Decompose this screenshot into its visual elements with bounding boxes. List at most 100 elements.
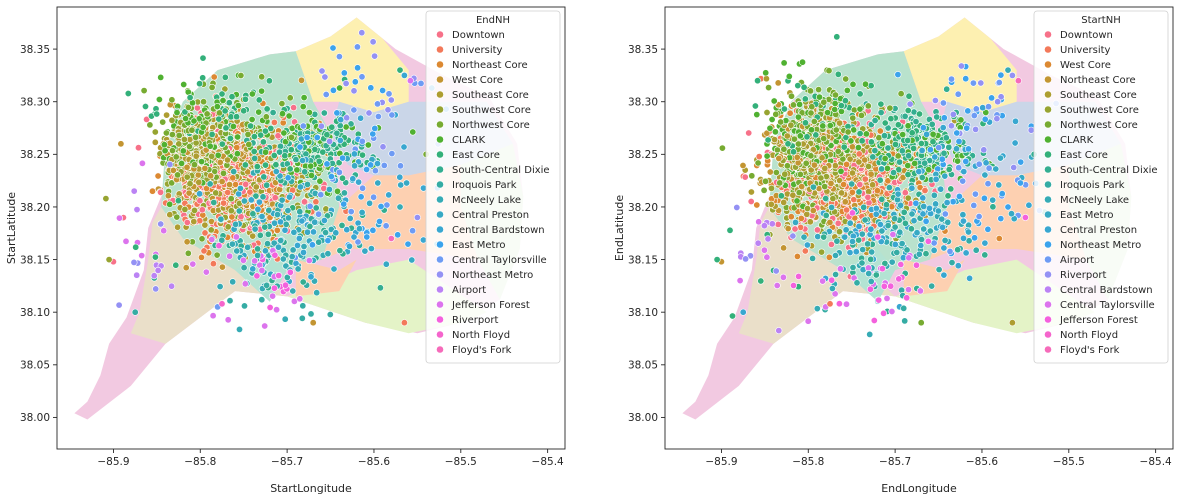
scatter-point <box>971 234 979 242</box>
x-axis-label: EndLongitude <box>881 482 957 495</box>
scatter-point <box>233 150 241 158</box>
scatter-point <box>833 237 841 245</box>
scatter-point <box>929 130 937 138</box>
scatter-point <box>157 220 165 228</box>
scatter-point <box>353 43 361 51</box>
scatter-point <box>923 130 931 138</box>
scatter-point <box>186 143 194 151</box>
legend-label: Southeast Core <box>1060 90 1137 101</box>
scatter-point <box>836 265 844 273</box>
legend-marker <box>436 285 444 294</box>
scatter-point <box>908 184 916 192</box>
scatter-point <box>335 53 343 61</box>
scatter-point <box>274 243 282 251</box>
scatter-point <box>868 248 876 256</box>
scatter-point <box>858 230 866 238</box>
scatter-point <box>764 235 772 243</box>
scatter-point <box>224 223 232 231</box>
scatter-point <box>218 263 226 271</box>
scatter-point <box>979 104 987 112</box>
scatter-point <box>997 215 1005 223</box>
scatter-point <box>354 64 362 72</box>
scatter-point <box>846 219 854 227</box>
scatter-point <box>1011 139 1019 147</box>
scatter-point <box>860 203 868 211</box>
scatter-point <box>969 79 977 87</box>
scatter-point <box>173 109 181 117</box>
scatter-point <box>856 105 864 113</box>
scatter-point <box>864 240 872 248</box>
scatter-point <box>998 190 1006 198</box>
scatter-point <box>763 253 771 261</box>
scatter-point <box>224 189 232 197</box>
scatter-point <box>858 137 866 145</box>
scatter-point <box>361 247 369 255</box>
scatter-point <box>779 273 787 281</box>
scatter-point <box>848 238 856 246</box>
scatter-point <box>942 134 950 142</box>
scatter-point <box>954 157 962 165</box>
scatter-point <box>970 112 978 120</box>
scatter-point <box>315 157 323 165</box>
scatter-point <box>160 141 168 149</box>
scatter-point <box>771 136 779 144</box>
scatter-point <box>254 251 262 259</box>
scatter-point <box>945 143 953 151</box>
scatter-point <box>877 109 885 117</box>
legend-marker <box>436 330 444 339</box>
scatter-point <box>338 174 346 182</box>
scatter-point <box>843 206 851 214</box>
scatter-point <box>856 181 864 189</box>
legend-label: Central Preston <box>1060 225 1137 236</box>
scatter-point <box>247 196 255 204</box>
scatter-point <box>796 100 804 108</box>
scatter-point <box>766 168 774 176</box>
scatter-point <box>789 281 797 289</box>
scatter-point <box>857 111 865 119</box>
legend-marker <box>1044 255 1052 264</box>
scatter-point <box>922 250 930 258</box>
scatter-point <box>855 150 863 158</box>
scatter-point <box>911 159 919 167</box>
scatter-point <box>785 72 793 80</box>
scatter-point <box>365 109 373 117</box>
scatter-point <box>984 180 992 188</box>
scatter-point <box>807 109 815 117</box>
scatter-point <box>364 141 372 149</box>
scatter-point <box>305 256 313 264</box>
scatter-point <box>940 114 948 122</box>
scatter-point <box>1007 210 1015 218</box>
scatter-point <box>918 236 926 244</box>
legend-marker <box>1044 330 1052 339</box>
scatter-point <box>163 111 171 119</box>
scatter-point <box>793 252 801 260</box>
scatter-point <box>190 218 198 226</box>
scatter-point <box>286 268 294 276</box>
scatter-point <box>939 99 947 107</box>
scatter-point <box>324 250 332 258</box>
legend-marker <box>436 135 444 144</box>
scatter-point <box>374 179 382 187</box>
scatter-point <box>972 105 980 113</box>
legend-marker <box>1044 105 1052 114</box>
scatter-point <box>767 184 775 192</box>
scatter-point <box>888 258 896 266</box>
scatter-point <box>130 258 138 266</box>
legend-label: Northeast Metro <box>1060 240 1141 251</box>
legend-marker <box>436 30 444 39</box>
scatter-point <box>996 154 1004 162</box>
scatter-point <box>930 239 938 247</box>
scatter-point <box>259 193 267 201</box>
scatter-point <box>894 121 902 129</box>
scatter-point <box>994 98 1002 106</box>
scatter-point <box>182 115 190 123</box>
scatter-point <box>904 136 912 144</box>
scatter-point <box>793 197 801 205</box>
scatter-point <box>878 165 886 173</box>
scatter-point <box>242 180 250 188</box>
x-tick-label: −85.9 <box>705 456 737 468</box>
scatter-point <box>131 308 139 316</box>
scatter-point <box>803 210 811 218</box>
scatter-point <box>904 171 912 179</box>
scatter-point <box>773 281 781 289</box>
